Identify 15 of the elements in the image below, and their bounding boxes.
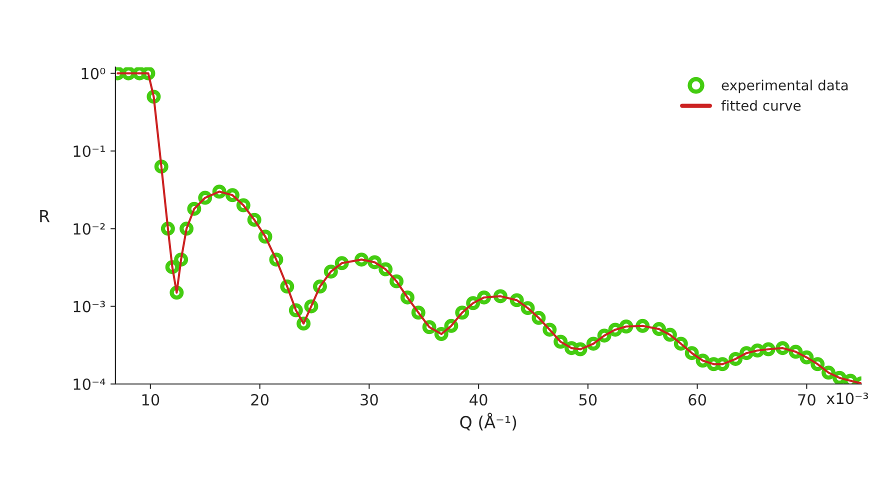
y-tick-label: 10⁻¹ [74,145,105,158]
y-tick-label: 10⁰ [82,68,106,80]
x-tick-label: 10 [142,394,160,406]
x-tick-label: 70 [798,394,816,406]
y-axis-title: R [40,210,50,222]
y-tick-label: 10⁻⁴ [74,378,106,390]
x-axis-title: Q (Å⁻¹) [460,412,516,430]
y-tick-label: 10⁻³ [74,300,105,312]
x-tick-label: 30 [360,394,378,406]
x-tick-label: 50 [579,394,597,406]
text: x10⁻³ [826,392,868,404]
y-tick-label: 10⁻² [74,223,105,235]
x-tick-label: 20 [251,394,269,406]
x-tick-label: 60 [688,394,706,406]
x-tick-label: 40 [470,394,488,406]
